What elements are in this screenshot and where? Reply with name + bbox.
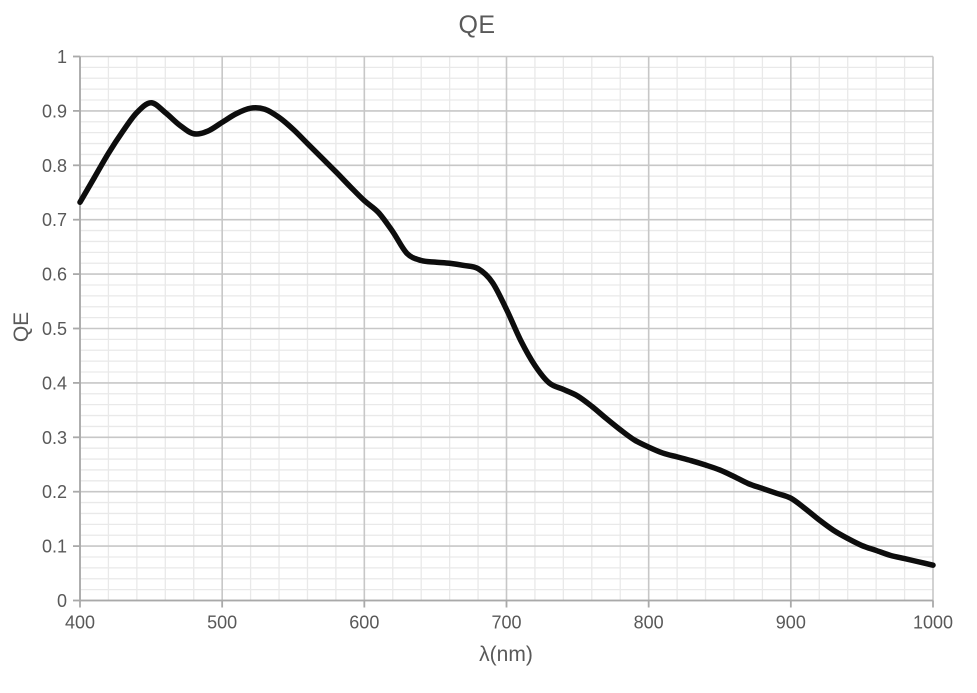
x-tick-label: 400 xyxy=(65,613,95,633)
y-tick-label: 0.6 xyxy=(42,265,67,285)
y-tick-label: 0.1 xyxy=(42,537,67,557)
x-tick-label: 500 xyxy=(207,613,237,633)
x-tick-label: 600 xyxy=(349,613,379,633)
x-tick-label: 1000 xyxy=(913,613,953,633)
y-tick-label: 0.3 xyxy=(42,428,67,448)
y-tick-label: 0.4 xyxy=(42,373,67,393)
y-tick-label: 0 xyxy=(57,591,67,611)
x-tick-label: 900 xyxy=(776,613,806,633)
y-tick-label: 0.8 xyxy=(42,156,67,176)
y-tick-label: 0.2 xyxy=(42,482,67,502)
chart-title: QE xyxy=(458,11,496,39)
y-tick-label: 0.5 xyxy=(42,319,67,339)
qe-curve xyxy=(77,99,936,568)
y-tick-label: 0.9 xyxy=(42,101,67,121)
y-axis-title: QE xyxy=(10,311,33,343)
y-tick-label: 1 xyxy=(57,47,67,67)
x-axis-title: λ(nm) xyxy=(479,643,533,666)
y-tick-label: 0.7 xyxy=(42,210,67,230)
x-tick-label: 700 xyxy=(491,613,521,633)
x-tick-label: 800 xyxy=(634,613,664,633)
